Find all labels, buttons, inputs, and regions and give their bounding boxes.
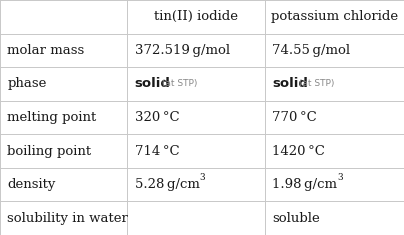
Text: (at STP): (at STP): [159, 79, 197, 88]
Text: melting point: melting point: [7, 111, 97, 124]
Text: solid: solid: [135, 77, 170, 90]
Text: 320 °C: 320 °C: [135, 111, 179, 124]
Text: potassium chloride: potassium chloride: [271, 10, 398, 23]
Text: boiling point: boiling point: [7, 145, 91, 158]
Text: phase: phase: [7, 77, 46, 90]
Text: solid: solid: [272, 77, 308, 90]
Text: molar mass: molar mass: [7, 44, 84, 57]
Text: (at STP): (at STP): [296, 79, 335, 88]
Text: solubility in water: solubility in water: [7, 212, 128, 225]
Text: soluble: soluble: [272, 212, 320, 225]
Text: 1420 °C: 1420 °C: [272, 145, 325, 158]
Text: 714 °C: 714 °C: [135, 145, 179, 158]
Text: 372.519 g/mol: 372.519 g/mol: [135, 44, 229, 57]
Text: 5.28 g/cm: 5.28 g/cm: [135, 178, 200, 191]
Text: 3: 3: [200, 173, 205, 182]
Text: density: density: [7, 178, 56, 191]
Text: 770 °C: 770 °C: [272, 111, 317, 124]
Text: tin(II) iodide: tin(II) iodide: [154, 10, 238, 23]
Text: 74.55 g/mol: 74.55 g/mol: [272, 44, 350, 57]
Text: 1.98 g/cm: 1.98 g/cm: [272, 178, 337, 191]
Text: 3: 3: [337, 173, 343, 182]
